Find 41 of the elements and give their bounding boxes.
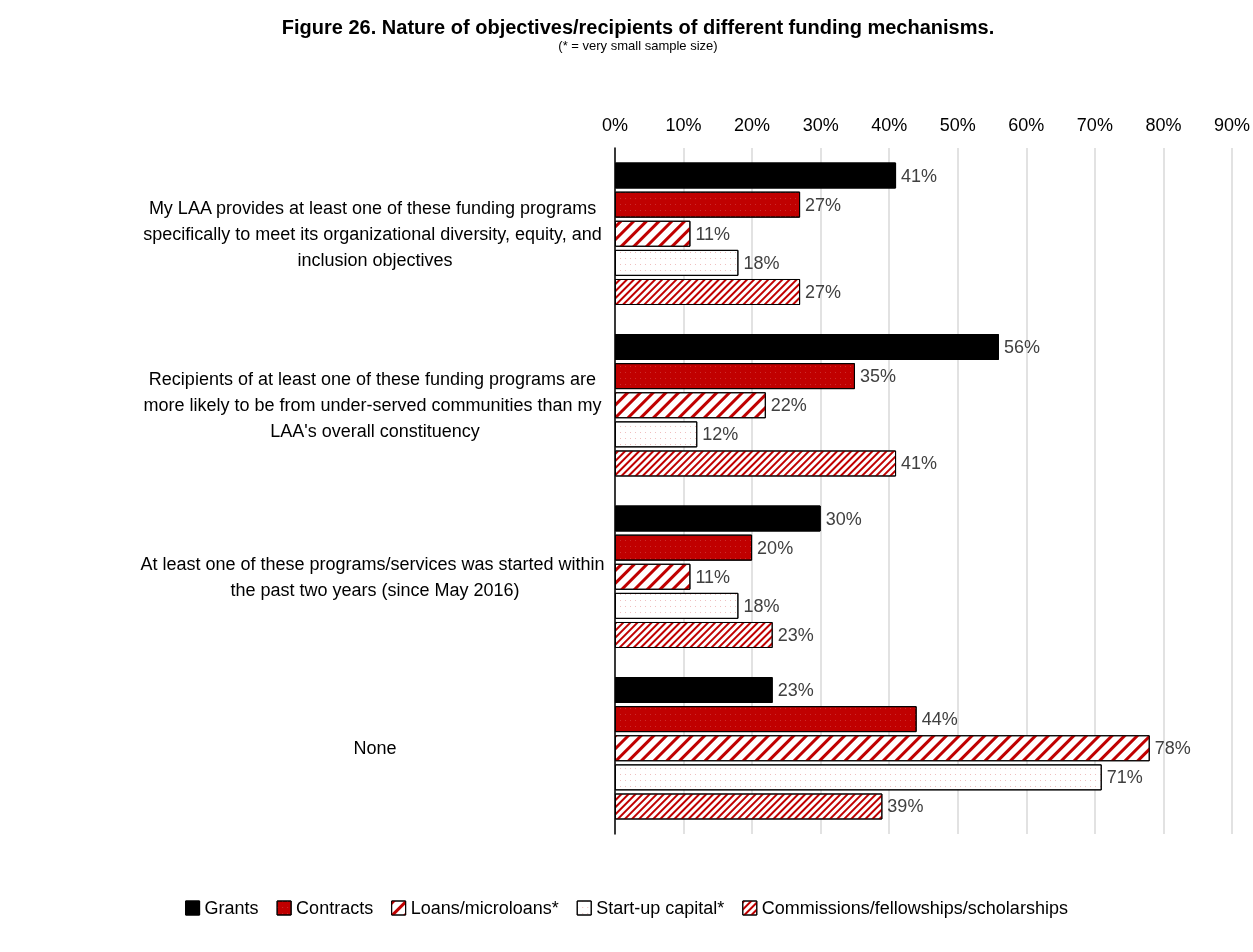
data-label: 12% [702,424,739,445]
data-label: 22% [770,395,807,416]
data-label: 18% [743,252,780,273]
data-label: 11% [695,566,731,587]
chart-title: Figure 26. Nature of objectives/recipients of different funding mechanisms. [281,16,995,38]
data-label: 78% [1154,738,1191,759]
data-label: 23% [777,680,814,701]
x-tick-label: 0% [601,115,629,135]
x-tick-label: 60% [1008,115,1045,135]
legend-label: Contracts [296,898,374,918]
x-tick-label: 20% [734,115,771,135]
y-tick-label: Recipients of at least one of these funding programs are more likely to be from under-served communities than my LAA's overall constituency [143,369,607,442]
data-label: 27% [805,194,842,215]
data-label: 44% [921,709,958,730]
data-label: 56% [1003,337,1040,358]
x-tick-label: 50% [939,115,976,135]
data-label: 20% [757,537,794,558]
legend-label: Grants [204,898,259,918]
x-tick-label: 30% [802,115,839,135]
legend-label: Loans/microloans* [410,898,559,918]
data-label: 23% [777,624,814,645]
y-tick-label: None [353,738,397,759]
x-tick-label: 70% [1076,115,1113,135]
legend-label: Commissions/fellowships/scholarships [761,898,1068,918]
data-label: 18% [743,595,780,616]
x-tick-label: 80% [1145,115,1182,135]
chart-subtitle: (* = very small sample size) [558,38,718,53]
data-label: 27% [805,281,842,302]
data-label: 41% [901,453,938,474]
x-tick-label: 10% [665,115,702,135]
data-label: 35% [859,366,896,387]
x-tick-label: 40% [871,115,908,135]
y-tick-label: At least one of these programs/services was started within the past two years (since May 2016) [140,553,610,600]
data-label: 71% [1106,767,1143,788]
data-label: 39% [887,796,924,817]
data-label: 41% [901,165,938,186]
y-tick-label: My LAA provides at least one of these funding programs specifically to meet its organizational diversity, equity, and inclusion objectives [143,197,607,270]
legend-label: Start-up capital* [596,898,725,918]
x-tick-label: 90% [1213,115,1250,135]
data-label: 11% [695,223,731,244]
data-label: 30% [825,508,862,529]
